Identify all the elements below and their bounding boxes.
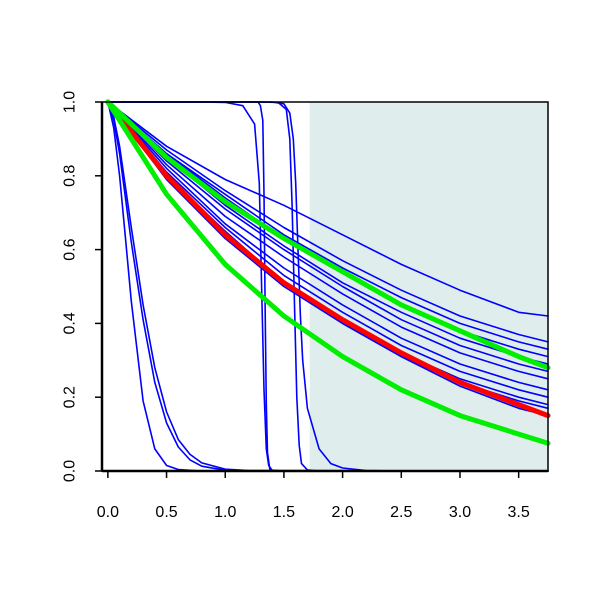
series-line-9 xyxy=(107,101,549,398)
y-tick-label: 0.6 xyxy=(62,238,79,260)
series-line-15 xyxy=(107,101,549,472)
series-line-19 xyxy=(107,101,549,472)
y-tick-label: 0.4 xyxy=(62,312,79,334)
series-line-8 xyxy=(107,101,549,391)
series-line-2 xyxy=(107,101,549,343)
series-line-22 xyxy=(105,99,551,446)
shaded-region-layer xyxy=(309,102,548,471)
series-line-7 xyxy=(107,101,549,380)
series-line-3 xyxy=(107,101,549,350)
series-line-6 xyxy=(107,101,549,373)
x-tick-label: 3.0 xyxy=(449,504,471,521)
x-tick-label: 3.5 xyxy=(508,504,530,521)
series-line-20 xyxy=(105,99,551,419)
x-tick-label: 0.0 xyxy=(97,504,119,521)
y-tick-label: 1.0 xyxy=(62,91,79,113)
y-tick-label: 0.8 xyxy=(62,165,79,187)
x-tick-label: 1.5 xyxy=(273,504,295,521)
shaded-region xyxy=(309,102,548,471)
axes-layer: 0.0 0.5 1.0 1.5 2.0 2.5 3.0 3.5 0.0 0.2 0.4 0.6 0.8 1… xyxy=(62,91,549,521)
y-tick-label: 0.0 xyxy=(62,460,79,482)
x-tick-label: 2.5 xyxy=(390,504,412,521)
x-tick-label: 1.0 xyxy=(214,504,236,521)
y-tick-label: 0.2 xyxy=(62,386,79,408)
x-tick-label: 0.5 xyxy=(155,504,177,521)
x-tick-label: 2.0 xyxy=(331,504,353,521)
series-line-1 xyxy=(107,101,549,317)
series-line-21 xyxy=(105,99,551,371)
